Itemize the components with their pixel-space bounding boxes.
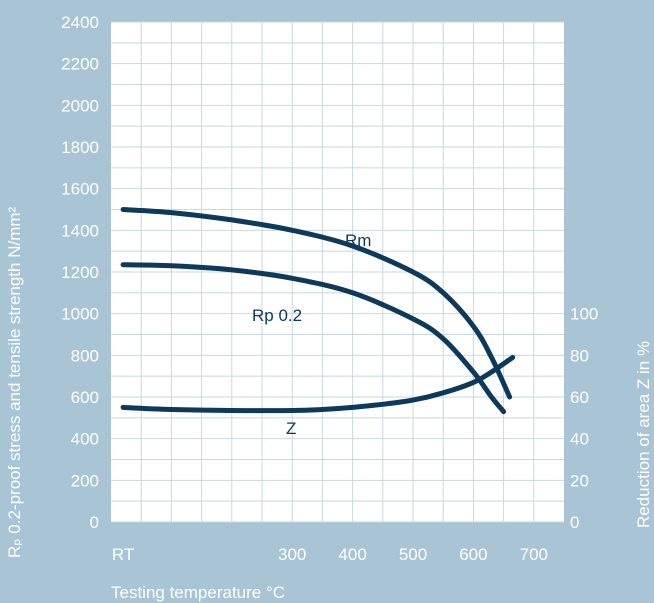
y-tick-label: 2400	[61, 13, 99, 32]
y-tick-label: 1600	[61, 180, 99, 199]
y-tick-label: 1000	[61, 305, 99, 324]
y-tick-label: 200	[71, 471, 99, 490]
y2-tick-label: 100	[570, 305, 598, 324]
y2-axis-ticks: 0 20 40 60 80 100	[570, 305, 598, 532]
y2-tick-label: 0	[570, 513, 579, 532]
y2-tick-label: 60	[570, 388, 589, 407]
y-tick-label: 400	[71, 430, 99, 449]
x-tick-label: 400	[338, 545, 366, 564]
y-tick-label: 2000	[61, 96, 99, 115]
y-tick-label: 600	[71, 388, 99, 407]
curves	[120, 207, 516, 415]
x-tick-label: 600	[459, 545, 487, 564]
x-axis-ticks: RT 300 400 500 600 700	[112, 545, 548, 564]
y-tick-label: 1200	[61, 263, 99, 282]
series-label-z: Z	[286, 419, 296, 438]
y-axis-ticks: 0 200 400 600 800 1000 1200 1400 1600 1800 2000 220…	[61, 13, 99, 532]
y2-tick-label: 40	[570, 430, 589, 449]
y-tick-label: 0	[90, 513, 99, 532]
series-line-rm	[120, 207, 513, 400]
series-line-z	[120, 354, 516, 414]
y2-axis-title: Reduction of area Z in %	[634, 341, 653, 528]
y-tick-label: 2200	[61, 55, 99, 74]
series-label-rm: Rm	[345, 231, 371, 250]
x-tick-label: 500	[399, 545, 427, 564]
x-axis-title: Testing temperature °C	[111, 583, 285, 602]
x-tick-label: 300	[278, 545, 306, 564]
y2-tick-label: 20	[570, 471, 589, 490]
y-tick-label: 1400	[61, 221, 99, 240]
x-tick-label: 700	[520, 545, 548, 564]
y-axis-title: Rₚ 0.2-proof stress and tensile strength…	[5, 206, 24, 558]
y2-tick-label: 80	[570, 346, 589, 365]
y-tick-label: 800	[71, 346, 99, 365]
grid	[111, 21, 564, 523]
x-tick-label: RT	[112, 545, 134, 564]
series-label-rp02: Rp 0.2	[252, 306, 302, 325]
y-tick-label: 1800	[61, 138, 99, 157]
series-line-rp02	[120, 262, 507, 415]
